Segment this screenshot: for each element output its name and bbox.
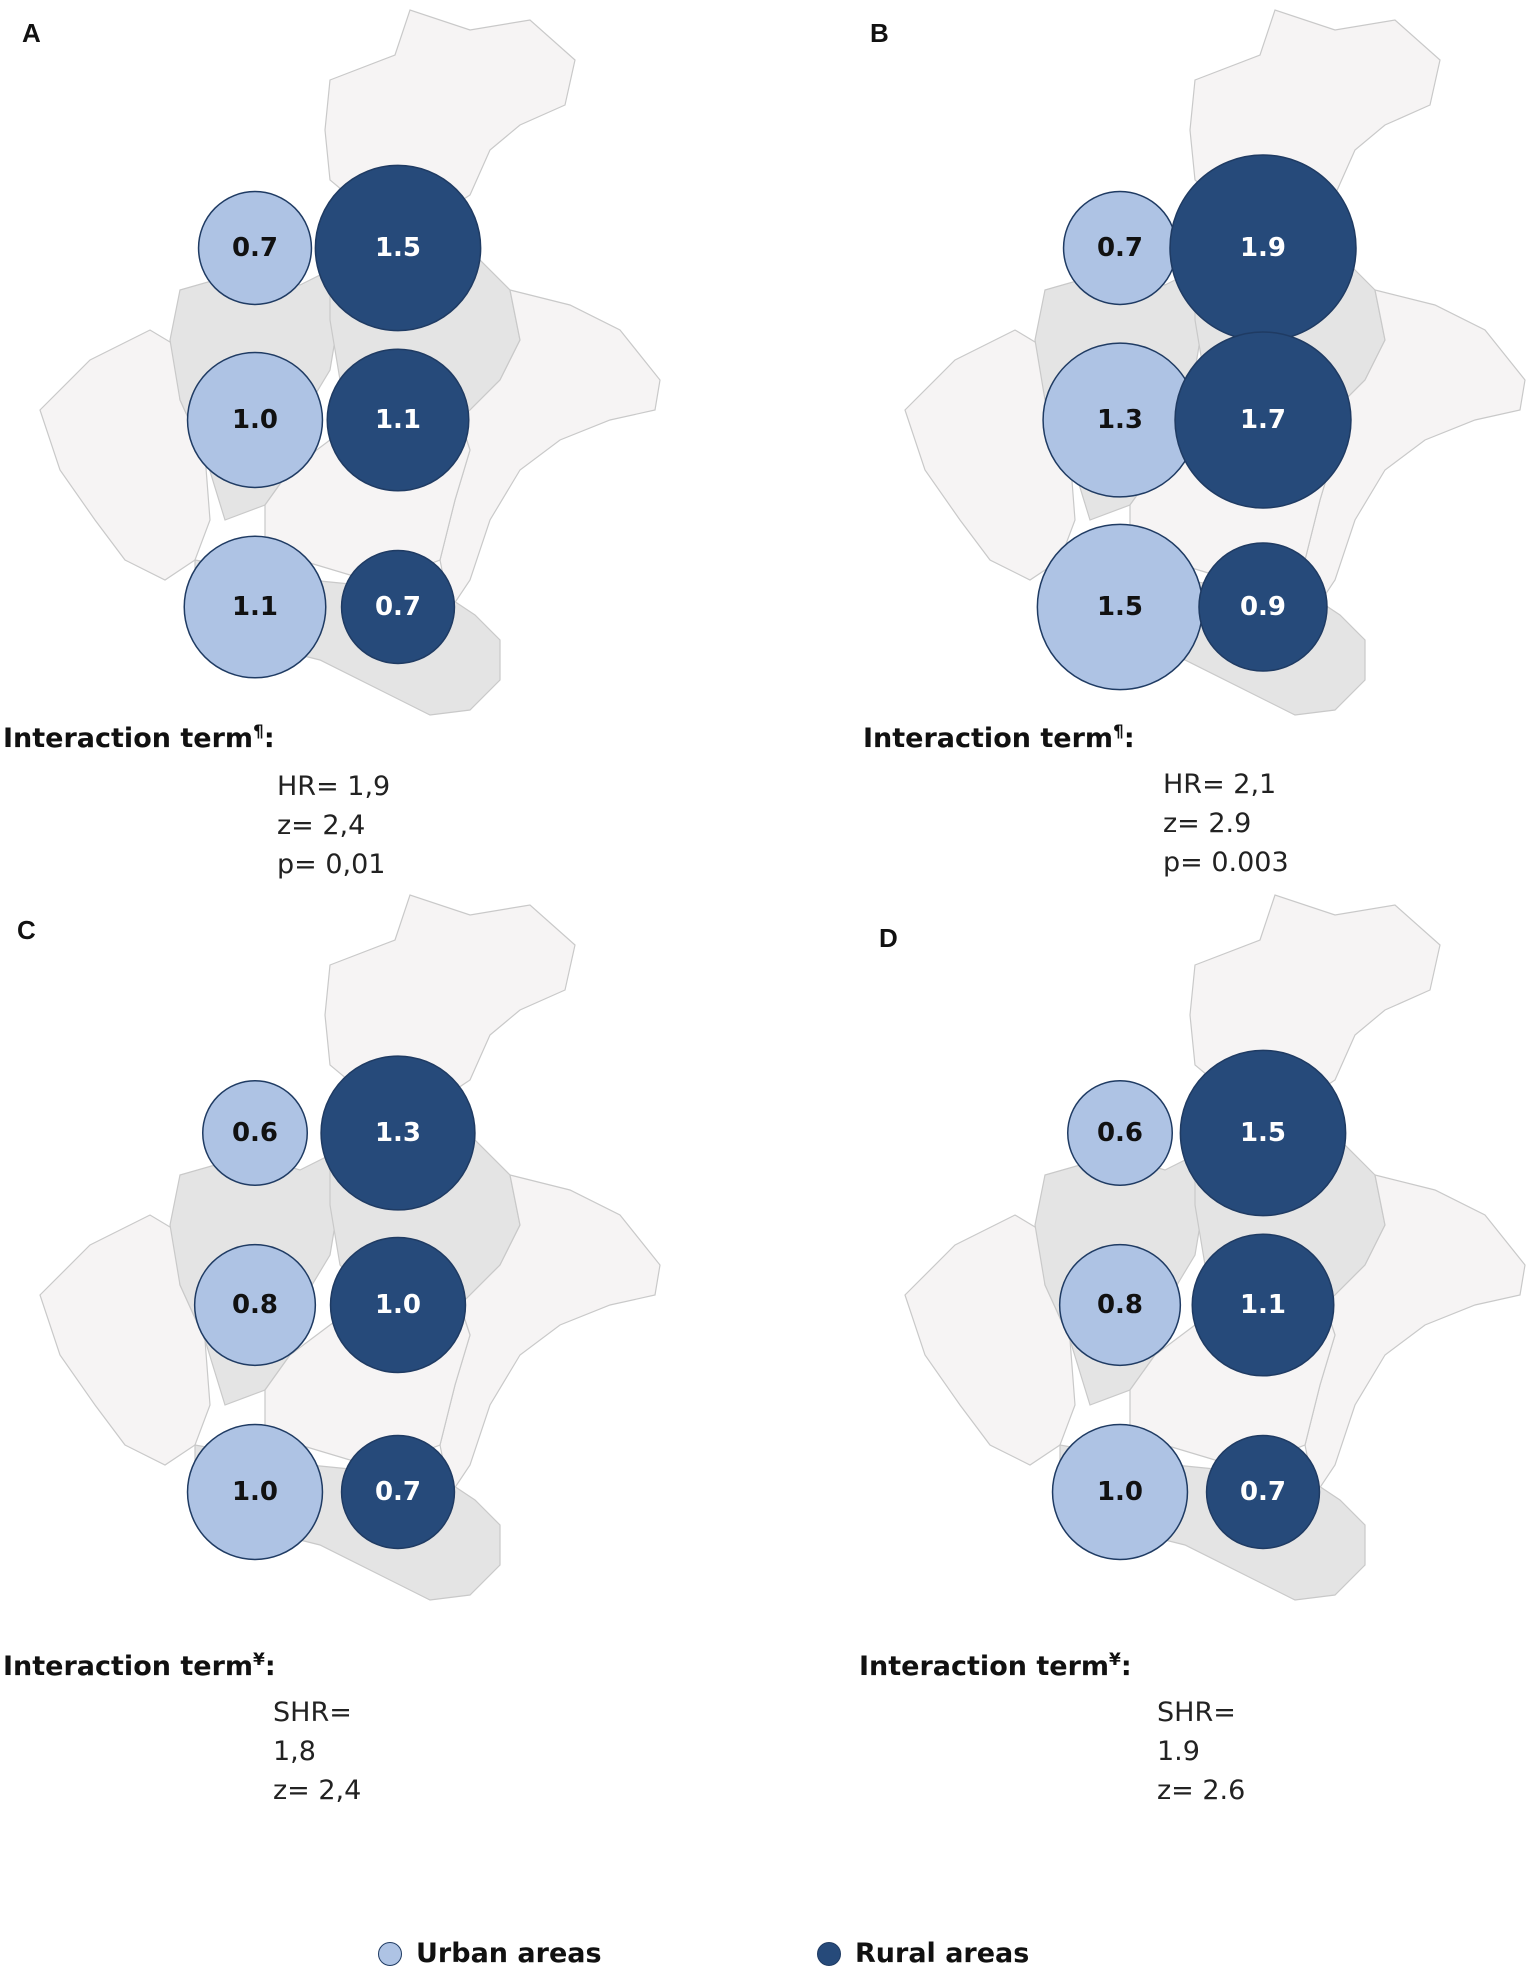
rural-bubble-label: 1.3 — [375, 1118, 421, 1148]
urban-bubble — [183, 535, 327, 679]
rural-bubble — [1198, 542, 1328, 672]
rural-bubble — [340, 549, 456, 665]
urban-bubble — [197, 190, 313, 306]
stat-line: 1,8 — [273, 1736, 316, 1767]
interaction-term-title: Interaction term¶: — [3, 722, 275, 754]
urban-bubble-label: 1.0 — [1097, 1477, 1143, 1507]
interaction-term-mark: ¶ — [253, 722, 264, 742]
stat-line: z= 2.9 — [1163, 808, 1252, 839]
rural-bubble-label: 1.9 — [1240, 233, 1286, 263]
urban-bubble — [1051, 1423, 1189, 1561]
urban-bubble — [201, 1079, 309, 1187]
panel-letter: B — [870, 18, 889, 48]
urban-bubble-label: 0.8 — [1097, 1290, 1143, 1320]
rural-bubble — [329, 1236, 467, 1374]
urban-bubble — [186, 351, 324, 489]
rural-bubble-label: 1.1 — [1240, 1290, 1286, 1320]
interaction-term-mark: ¶ — [1113, 722, 1124, 742]
stat-line: z= 2,4 — [277, 810, 366, 841]
rural-bubble — [1179, 1049, 1347, 1217]
panel-c: C 0.6 0.8 1.0 1.3 1.0 0.7 Interaction term¥: … — [0, 894, 760, 1806]
rural-bubble-label: 0.7 — [1240, 1477, 1286, 1507]
interaction-stats: SHR= 1,8 z= 2,4 — [273, 1693, 361, 1810]
urban-bubble-label: 0.6 — [232, 1118, 278, 1148]
legend-rural-label: Rural areas — [855, 1938, 1030, 1969]
stat-line: p= 0.003 — [1163, 847, 1289, 878]
rural-bubble-label: 1.5 — [375, 233, 421, 263]
panel-a: A 0.7 1.0 1.1 1.5 1.1 0.7 Interaction term¶: … — [0, 0, 760, 900]
urban-bubble — [193, 1243, 317, 1367]
stat-line: z= 2.6 — [1157, 1775, 1246, 1806]
interaction-term-title: Interaction term¥: — [3, 1650, 276, 1682]
interaction-term-mark: ¥ — [253, 1650, 265, 1670]
urban-swatch-icon — [378, 1941, 402, 1966]
stat-line: z= 2,4 — [273, 1775, 362, 1806]
urban-bubble-label: 1.0 — [232, 405, 278, 435]
veneto-map: 0.7 1.3 1.5 1.9 1.7 0.9 — [904, 9, 1526, 716]
urban-bubble-label: 0.7 — [232, 233, 278, 263]
veneto-map: 0.6 0.8 1.0 1.5 1.1 0.7 — [904, 894, 1526, 1601]
stat-line: 1.9 — [1157, 1736, 1200, 1767]
legend-urban: Urban areas — [378, 1938, 602, 1969]
rural-bubble — [1205, 1434, 1321, 1550]
rural-swatch-icon — [817, 1941, 841, 1966]
urban-bubble-label: 1.3 — [1097, 405, 1143, 435]
panel-d: D 0.6 0.8 1.0 1.5 1.1 0.7 Interaction term¥: … — [775, 894, 1535, 1806]
urban-bubble-label: 1.5 — [1097, 592, 1143, 622]
panel-b: B 0.7 1.3 1.5 1.9 1.7 0.9 Interaction term¶: … — [775, 0, 1535, 900]
urban-bubble — [1058, 1243, 1182, 1367]
urban-bubble-label: 1.1 — [232, 592, 278, 622]
rural-bubble-label: 0.7 — [375, 1477, 421, 1507]
veneto-map: 0.7 1.0 1.1 1.5 1.1 0.7 — [39, 9, 661, 716]
panel-letter: A — [22, 18, 41, 48]
urban-bubble-label: 0.6 — [1097, 1118, 1143, 1148]
stat-line: HR= 1,9 — [277, 771, 391, 802]
rural-bubble — [340, 1434, 456, 1550]
interaction-term-mark: ¥ — [1109, 1650, 1121, 1670]
interaction-stats: SHR= 1.9 z= 2.6 — [1157, 1693, 1245, 1810]
stat-line: HR= 2,1 — [1163, 769, 1277, 800]
rural-bubble — [320, 1055, 476, 1211]
rural-bubble-label: 1.1 — [375, 405, 421, 435]
rural-bubble — [314, 164, 482, 332]
urban-bubble-label: 1.0 — [232, 1477, 278, 1507]
urban-bubble-label: 0.8 — [232, 1290, 278, 1320]
stat-line: SHR= — [1157, 1697, 1236, 1728]
stat-line: SHR= — [273, 1697, 352, 1728]
urban-bubble-label: 0.7 — [1097, 233, 1143, 263]
rural-bubble — [326, 348, 470, 492]
stat-line: p= 0,01 — [277, 849, 386, 880]
rural-bubble-label: 0.9 — [1240, 592, 1286, 622]
legend-urban-label: Urban areas — [416, 1938, 602, 1969]
veneto-map: 0.6 0.8 1.0 1.3 1.0 0.7 — [39, 894, 661, 1601]
rural-bubble-label: 1.7 — [1240, 405, 1286, 435]
rural-bubble-label: 1.5 — [1240, 1118, 1286, 1148]
province-region — [439, 1174, 661, 1497]
interaction-term-title: Interaction term¥: — [859, 1650, 1132, 1682]
rural-bubble-label: 0.7 — [375, 592, 421, 622]
legend-rural: Rural areas — [817, 1938, 1029, 1969]
rural-bubble — [1174, 331, 1352, 509]
urban-bubble — [1066, 1079, 1174, 1187]
interaction-stats: HR= 2,1 z= 2.9 p= 0.003 — [1163, 765, 1289, 882]
rural-bubble-label: 1.0 — [375, 1290, 421, 1320]
rural-bubble — [1191, 1233, 1335, 1377]
interaction-stats: HR= 1,9 z= 2,4 p= 0,01 — [277, 767, 390, 884]
interaction-term-title: Interaction term¶: — [863, 722, 1135, 754]
urban-bubble — [186, 1423, 324, 1561]
panel-letter: C — [17, 915, 36, 945]
panel-letter: D — [879, 923, 898, 953]
